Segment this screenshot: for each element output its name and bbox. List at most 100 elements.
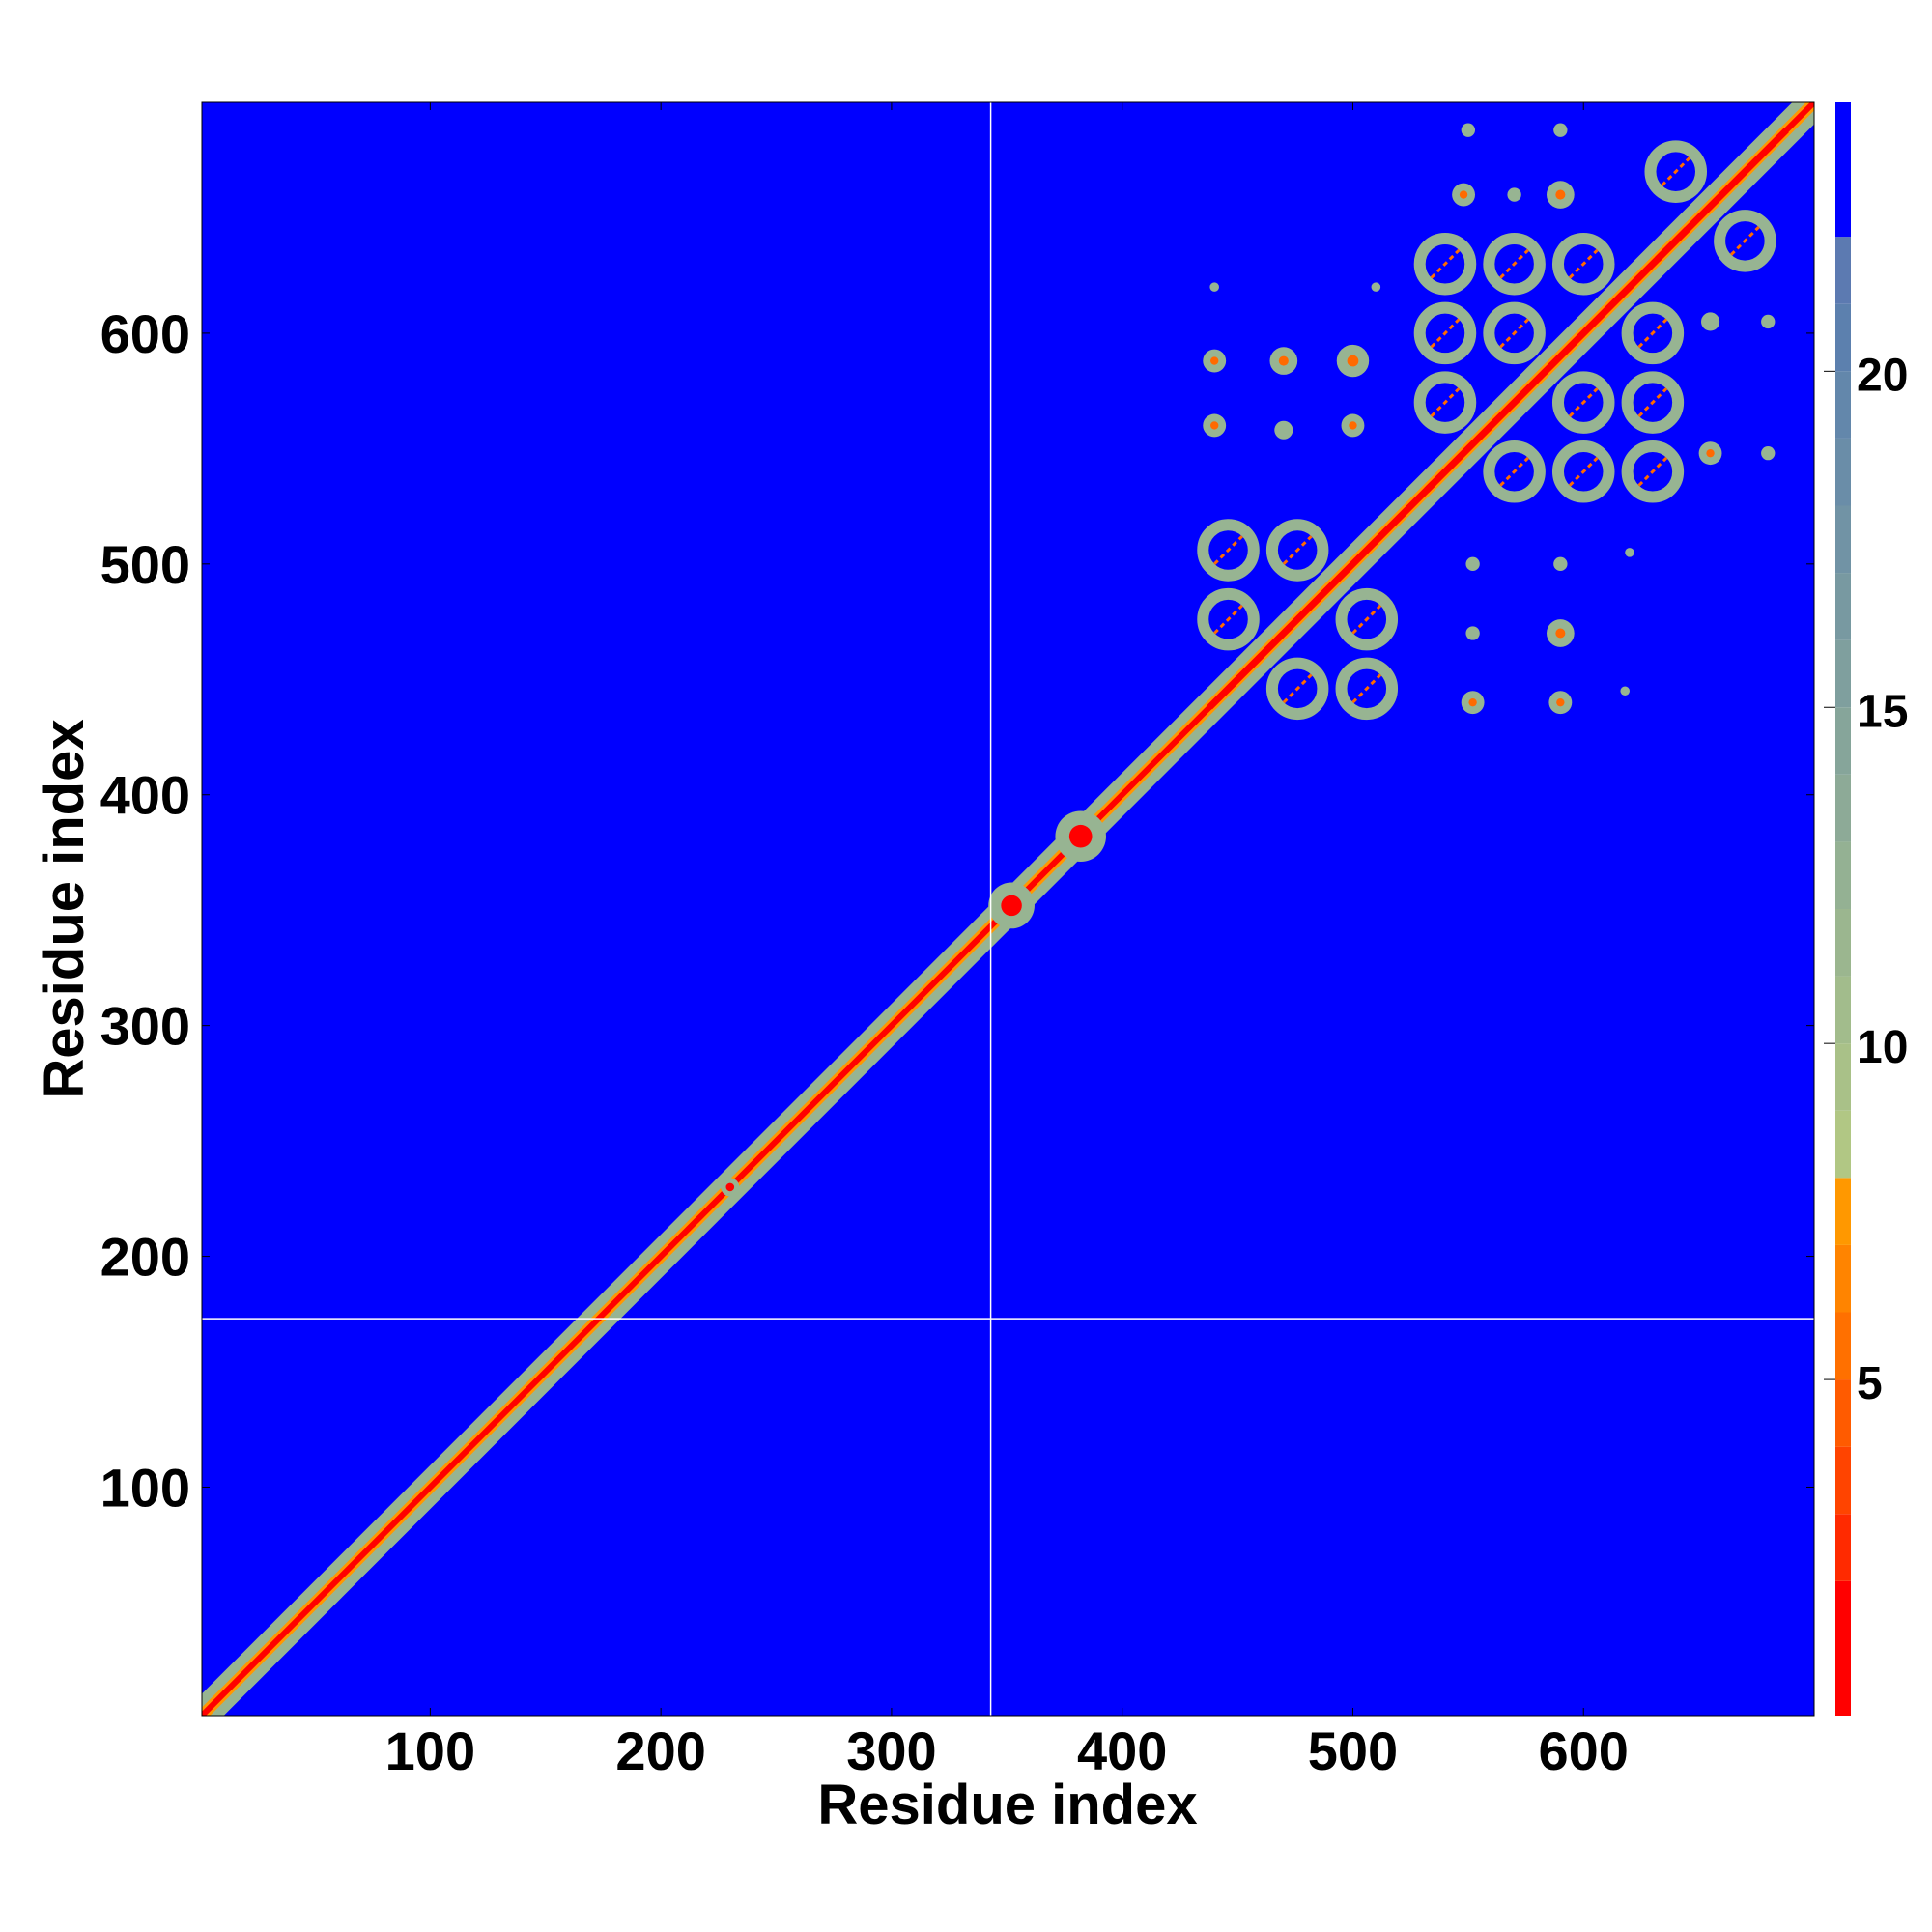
contact-ring — [1483, 440, 1546, 503]
colorbar-segment — [1835, 909, 1851, 977]
contact-blob — [1209, 282, 1219, 292]
x-tick-label: 100 — [385, 1720, 475, 1781]
contact-strand — [1213, 535, 1243, 565]
contact-strand — [1568, 387, 1599, 417]
y-tick-label: 600 — [100, 303, 190, 364]
colorbar-tick-label: 20 — [1857, 350, 1908, 401]
contact-ring — [1483, 301, 1546, 365]
contact-strand — [1282, 673, 1313, 704]
contact-strand — [1499, 318, 1529, 349]
colorbar-segment — [1835, 707, 1851, 775]
contact-strand — [1213, 604, 1243, 635]
contact-blob-core — [1459, 190, 1468, 199]
colorbar-segment — [1835, 1312, 1851, 1380]
contact-strand — [1282, 535, 1313, 565]
contact-strand — [1430, 318, 1461, 349]
contact-strand — [1637, 456, 1668, 487]
contact-ring — [1551, 440, 1615, 503]
contact-blob — [1507, 187, 1521, 202]
contact-blob — [1620, 686, 1630, 696]
colorbar-segment — [1835, 1446, 1851, 1515]
contact-blob — [1553, 556, 1568, 571]
contact-ring — [1644, 140, 1708, 203]
colorbar-segment — [1835, 1514, 1851, 1581]
contact-ring — [1621, 440, 1685, 503]
colorbar-segment — [1835, 1580, 1851, 1716]
diagonal-bulge-core — [1001, 895, 1022, 917]
colorbar-segment — [1835, 1244, 1851, 1313]
contact-blob-core — [1278, 355, 1289, 366]
colorbar-segment — [1835, 1379, 1851, 1447]
contact-ring — [1714, 210, 1776, 272]
contact-blob-core — [1555, 628, 1566, 639]
contact-blob-core — [1556, 697, 1565, 707]
contact-ring — [1335, 657, 1399, 721]
contact-ring — [1551, 371, 1615, 434]
x-tick-label: 500 — [1308, 1720, 1398, 1781]
contact-strand — [1568, 456, 1599, 487]
x-tick-labels: 100 200 300 400 500 600 — [385, 1720, 1629, 1781]
contact-strand — [1351, 604, 1382, 635]
axis-ticks — [202, 102, 1814, 1716]
contact-blob-core — [1555, 189, 1566, 200]
colorbar-tick-label: 10 — [1857, 1022, 1908, 1073]
diagonal-bulge-core — [1068, 824, 1093, 848]
contact-blob-core — [1347, 355, 1359, 367]
y-tick-label: 400 — [100, 765, 190, 826]
domain-block — [1197, 480, 1436, 721]
colorbar-segment — [1835, 976, 1851, 1044]
contact-ring — [1551, 232, 1615, 296]
domain-block — [1413, 226, 1690, 503]
contact-strand — [1637, 387, 1668, 417]
colorbar-segment — [1835, 639, 1851, 708]
colorbar-segment — [1835, 1110, 1851, 1179]
y-tick-label: 300 — [100, 996, 190, 1057]
x-tick-label: 400 — [1077, 1720, 1167, 1781]
contact-blob — [1701, 312, 1720, 331]
contact-blob — [1465, 626, 1480, 640]
colorbar-segment — [1835, 303, 1851, 372]
x-axis-label: Residue index — [817, 1774, 1197, 1836]
contact-strand — [1568, 248, 1599, 279]
colorbar-segment — [1835, 371, 1851, 439]
y-tick-labels: 100 200 300 400 500 600 — [100, 303, 190, 1519]
block-diagonal — [1207, 480, 1436, 710]
block-diagonal — [1424, 226, 1690, 493]
colorbar-tick-labels: 5 10 15 20 — [1824, 350, 1908, 1409]
y-tick-label: 100 — [100, 1457, 190, 1518]
contact-blob-core — [1210, 356, 1219, 365]
y-tick-label: 200 — [100, 1227, 190, 1288]
colorbar-segment — [1835, 505, 1851, 574]
contact-strand — [1637, 318, 1668, 349]
contact-blob — [1761, 445, 1776, 461]
contact-blob — [1371, 282, 1381, 292]
contact-blob — [1553, 123, 1568, 137]
y-tick-label: 500 — [100, 534, 190, 595]
contact-blob — [1274, 420, 1293, 440]
colorbar-segment — [1835, 573, 1851, 640]
x-tick-label: 200 — [615, 1720, 705, 1781]
contact-strand — [1729, 225, 1760, 256]
colorbar-segment — [1835, 438, 1851, 506]
domain-block — [1644, 128, 1789, 272]
colorbar — [1835, 102, 1851, 1716]
contact-blob-core — [1349, 421, 1357, 430]
contact-ring — [1413, 232, 1477, 296]
colorbar-segment — [1835, 1043, 1851, 1111]
block-diagonal — [1655, 128, 1789, 262]
contact-strand — [1430, 248, 1461, 279]
colorbar-tick-label: 5 — [1857, 1358, 1883, 1409]
contact-ring — [1413, 301, 1477, 365]
contact-ring — [1483, 232, 1546, 296]
contact-blob-core — [1468, 697, 1477, 707]
contact-strand — [1351, 673, 1382, 704]
colorbar-segment — [1835, 237, 1851, 304]
contact-strand — [1499, 456, 1529, 487]
contact-ring — [1621, 301, 1685, 365]
contact-blob — [1465, 556, 1480, 571]
y-axis-label: Residue index — [33, 719, 96, 1098]
colorbar-segment — [1835, 1178, 1851, 1245]
contact-blob — [1761, 314, 1776, 329]
colorbar-segment — [1835, 841, 1851, 909]
